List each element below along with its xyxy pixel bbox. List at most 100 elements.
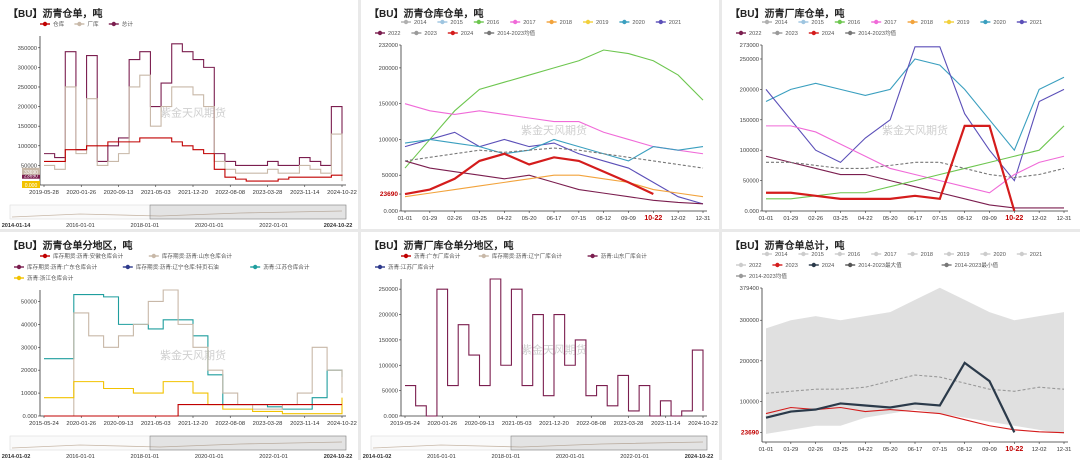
x-tick-label: 2020-09-13	[104, 190, 134, 196]
legend-item[interactable]: 2014-2023最小值	[941, 261, 999, 269]
legend-item[interactable]: 2020	[980, 251, 1006, 258]
legend-item[interactable]: 2014-2023均值	[484, 29, 536, 37]
legend-item[interactable]: 2019	[583, 19, 608, 26]
x-tick-label: 06-17	[908, 216, 923, 222]
legend-item[interactable]: 2018	[907, 251, 933, 258]
legend-item[interactable]: 2014-2023最大值	[845, 261, 902, 269]
legend-item[interactable]: 2016	[834, 19, 860, 26]
legend-item[interactable]: 2014-2023均值	[845, 29, 897, 37]
y-tick-label: 0.000	[383, 209, 398, 215]
series-line	[766, 161, 1065, 179]
legend-item[interactable]: 总计	[108, 20, 134, 28]
legend-item[interactable]: 2020	[980, 19, 1006, 26]
navigator-tick-label: 2024-10-22	[685, 454, 714, 460]
legend-item[interactable]: 2017	[871, 19, 897, 26]
y-tick-label: 250000	[740, 57, 759, 63]
legend-label: 2019	[957, 20, 969, 26]
legend-item[interactable]: 库存期货:沥青:山东仓库合计	[148, 252, 233, 260]
legend-item[interactable]: 2024	[808, 30, 834, 37]
legend-label: 2015	[811, 252, 823, 258]
legend-item[interactable]: 2015	[798, 19, 824, 26]
x-tick-label: 2024-10-22	[327, 421, 357, 427]
legend-item[interactable]: 沥青:山东厂库合计	[587, 252, 648, 260]
legend-item[interactable]: 2023	[772, 30, 798, 37]
x-tick-label: 2023-11-14	[290, 190, 320, 196]
legend-label: 2022	[749, 263, 761, 269]
legend-label: 2020	[993, 252, 1005, 258]
series-line	[766, 125, 1065, 194]
legend: 库存期货:沥青:安徽仓库合计 库存期货:沥青:山东仓库合计库存期货:沥青:广东仓库…	[14, 252, 310, 282]
legend-item[interactable]: 2019	[944, 251, 969, 258]
legend-item[interactable]: 库存期货:沥青:辽宁厂库合计	[478, 252, 563, 260]
legend-item[interactable]: 厂库	[74, 20, 99, 28]
y-tick-label: 200000	[18, 105, 37, 111]
series-line	[44, 137, 343, 182]
legend-item[interactable]: 2022	[375, 30, 400, 37]
legend-label: 沥青:浙江仓库合计	[27, 274, 74, 282]
navigator-tick-label: 2016-01-01	[66, 454, 95, 460]
legend-item[interactable]: 2022	[736, 30, 761, 37]
legend: 仓库 厂库 总计	[40, 20, 133, 28]
series-line	[44, 43, 343, 172]
legend-item[interactable]: 2019	[944, 19, 969, 26]
legend-item[interactable]: 2016	[473, 19, 499, 26]
x-tick-label: 2022-08-08	[576, 421, 606, 427]
x-tick-label: 12-31	[696, 216, 711, 222]
series-line	[404, 152, 654, 196]
x-tick-label: 2019-05-24	[390, 421, 420, 427]
legend-item[interactable]: 2015	[798, 251, 824, 258]
legend-item[interactable]: 2017	[510, 19, 536, 26]
legend-item[interactable]: 2015	[437, 19, 463, 26]
legend-label: 2014	[775, 20, 787, 26]
legend-item[interactable]: 2021	[1016, 19, 1042, 26]
chart-title: 【BU】沥青仓单总计，吨	[730, 241, 845, 252]
y-tick-label: 273000	[740, 43, 759, 49]
x-tick-label: 2020-01-26	[427, 421, 457, 427]
x-tick-label: 2021-12-20	[539, 421, 569, 427]
x-tick-label: 01-29	[783, 447, 798, 453]
legend-item[interactable]: 2018	[546, 19, 572, 26]
y-tick-label: 23690	[741, 429, 759, 436]
legend-label: 2018	[560, 20, 572, 26]
legend-item[interactable]: 2014	[401, 19, 426, 26]
value-marker-label: 23690	[24, 174, 38, 180]
legend-item[interactable]: 沥青:浙江仓库合计	[14, 274, 74, 282]
navigator-tick-label: 2020-01-01	[556, 454, 585, 460]
chart-svg: 2014 2015 2016 2017 2018 2019 2020 2021 2022 2023…	[736, 251, 1071, 453]
legend-item[interactable]: 2023	[411, 30, 437, 37]
legend-item[interactable]: 沥青:江苏仓库合计	[250, 263, 310, 271]
legend-item[interactable]: 沥青:江苏厂库合计	[375, 263, 435, 271]
legend-item[interactable]: 库存期货:沥青:广东仓库合计	[14, 263, 98, 271]
navigator-window[interactable]	[149, 435, 347, 451]
legend-item[interactable]: 2020	[619, 19, 645, 26]
panel-warehouse-storage-receipts: 【BU】沥青仓库仓单，吨 2014 2015 2016 2017 2018 2019 202…	[361, 0, 719, 229]
legend: 2014 2015 2016 2017 2018 2019 2020 2021 2022 2023…	[736, 19, 1042, 37]
series-line	[766, 124, 1016, 212]
legend-label: 2020	[993, 20, 1005, 26]
legend-item[interactable]: 沥青:广东厂库合计	[401, 252, 461, 260]
legend-item[interactable]: 2021	[655, 19, 681, 26]
x-tick-label: 04-22	[858, 447, 873, 453]
legend-item[interactable]: 2021	[1016, 251, 1042, 258]
y-tick-label: 232000	[379, 43, 398, 49]
y-tick-label: 150000	[379, 338, 398, 344]
legend-item[interactable]: 仓库	[40, 20, 65, 28]
legend-item[interactable]: 2014	[762, 251, 787, 258]
value-marker	[22, 171, 40, 179]
legend-item[interactable]: 2016	[834, 251, 860, 258]
legend-item[interactable]: 2022	[736, 262, 761, 269]
navigator-window[interactable]	[510, 435, 708, 451]
legend-item[interactable]: 2024	[447, 30, 473, 37]
legend-item[interactable]: 2014	[762, 19, 787, 26]
legend-item[interactable]: 2024	[808, 262, 834, 269]
legend-item[interactable]: 2023	[772, 262, 798, 269]
legend-item[interactable]: 2014-2023均值	[736, 272, 787, 280]
watermark: 紫金天风期货	[521, 123, 587, 137]
navigator-window[interactable]	[149, 204, 347, 220]
legend-item[interactable]: 2018	[907, 19, 933, 26]
legend-item[interactable]: 2017	[871, 251, 897, 258]
legend-item[interactable]: 库存期货:沥青:辽宁仓库:特页石油	[122, 263, 219, 271]
watermark: 紫金天风期货	[882, 123, 948, 137]
legend-item[interactable]: 库存期货:沥青:安徽仓库合计	[40, 252, 124, 260]
